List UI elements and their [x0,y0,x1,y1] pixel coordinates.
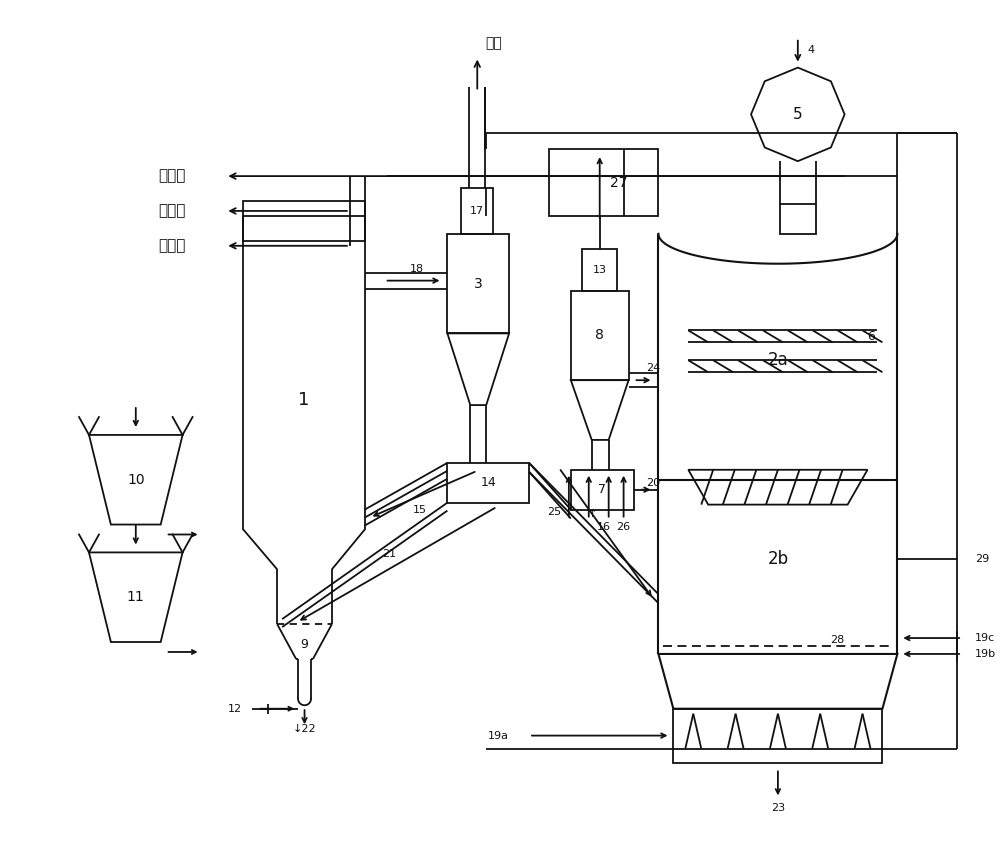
Bar [447,463,529,502]
Bar [571,291,629,380]
Text: 24: 24 [646,363,661,373]
Text: 12: 12 [228,704,242,714]
Text: 26: 26 [617,522,631,532]
Bar [571,470,634,510]
Text: 14: 14 [480,476,496,489]
Text: 19b: 19b [975,649,996,659]
Text: 2a: 2a [768,352,788,369]
Text: 19a: 19a [488,731,509,741]
Text: 16: 16 [597,522,611,532]
Bar [549,149,658,216]
Text: 9: 9 [300,637,308,651]
Text: 11: 11 [127,590,145,604]
Text: 烟气: 烟气 [485,37,502,51]
Text: 15: 15 [413,505,427,514]
Bar [582,249,617,291]
Text: 7: 7 [598,483,606,497]
Text: 19c: 19c [975,633,995,643]
Text: 4: 4 [807,45,814,55]
Text: 18: 18 [410,264,424,274]
Text: 供暖气: 供暖气 [158,203,186,218]
Text: 27: 27 [610,176,627,190]
Text: 8: 8 [595,329,604,342]
Bar [461,188,493,234]
Text: 5: 5 [793,107,803,122]
Text: 1: 1 [298,391,310,409]
Text: 29: 29 [975,555,989,564]
Text: ↑: ↑ [588,508,597,518]
Bar [243,201,365,241]
Text: 21: 21 [383,550,397,560]
Text: 28: 28 [831,635,845,645]
Text: 25: 25 [547,507,561,517]
Text: 6: 6 [868,330,875,343]
Text: 供发电: 供发电 [158,239,186,253]
Text: 3: 3 [474,277,483,291]
Bar [447,234,509,333]
Text: 2b: 2b [767,550,788,568]
Text: 23: 23 [771,803,785,813]
Text: 10: 10 [127,473,145,486]
Text: ↓22: ↓22 [292,723,316,733]
Text: 13: 13 [593,265,607,275]
Bar [780,204,816,234]
Text: 20: 20 [646,478,661,488]
Text: 17: 17 [470,206,484,216]
Bar [673,709,882,764]
Text: 供煤气: 供煤气 [158,169,186,184]
